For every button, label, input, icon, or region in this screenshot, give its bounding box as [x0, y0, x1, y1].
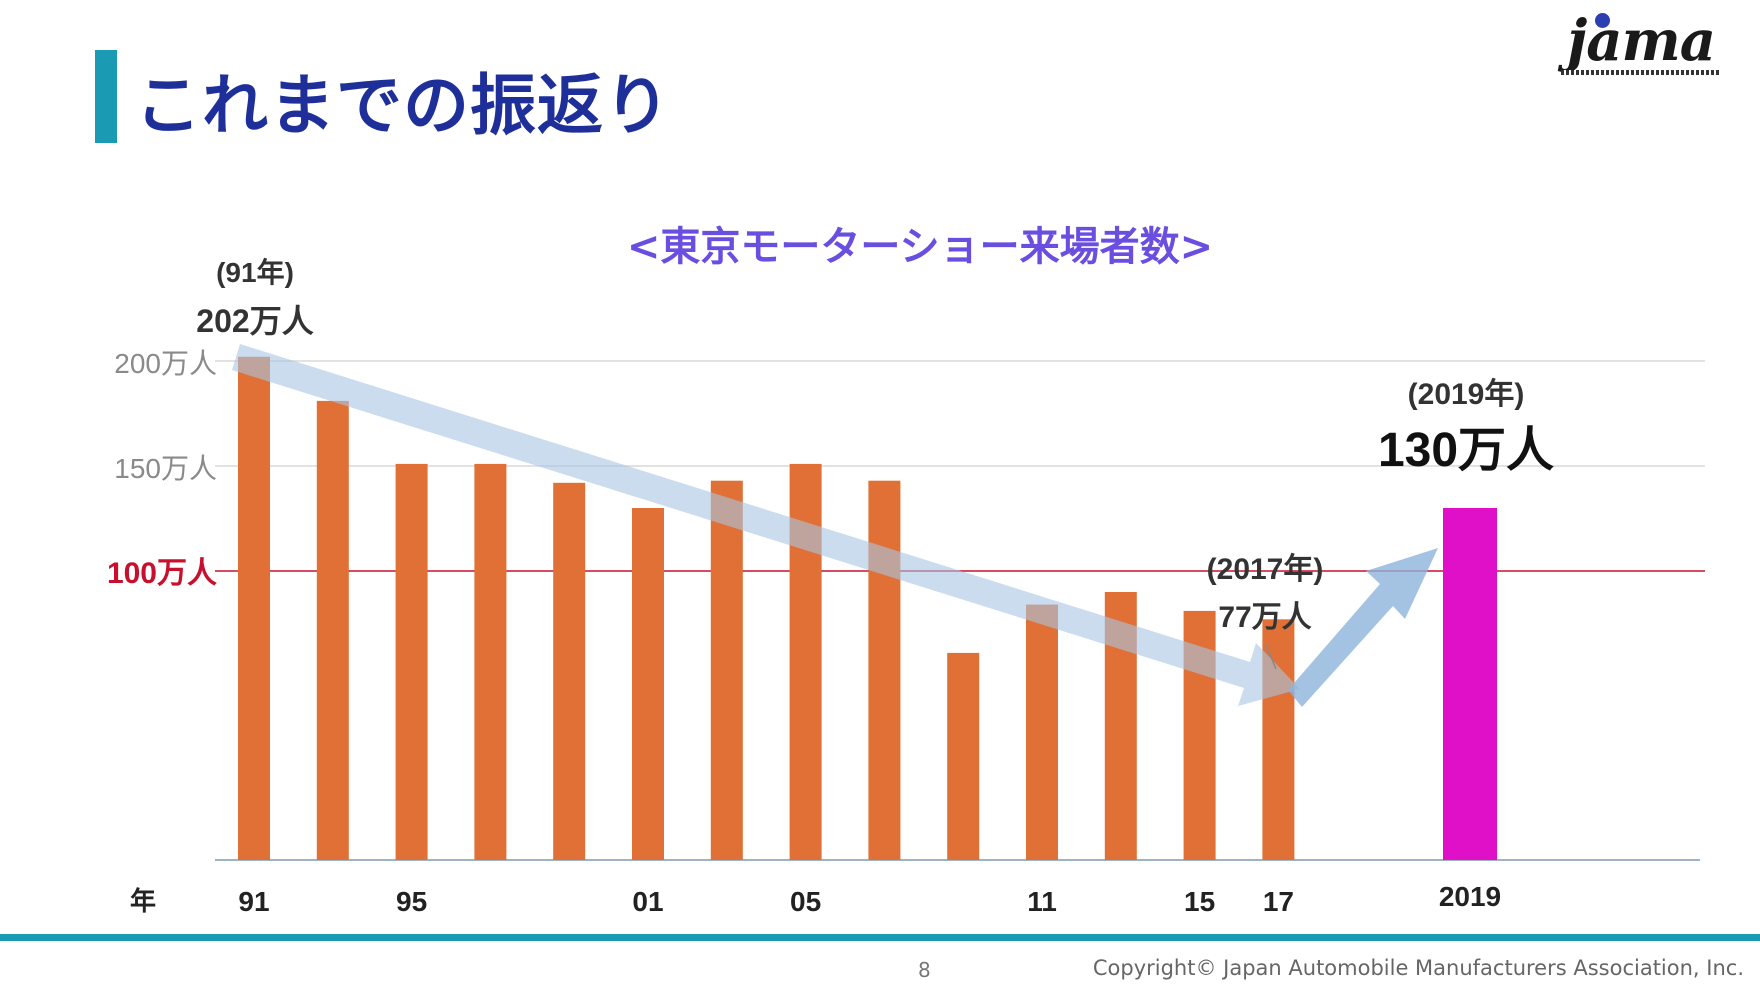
y-tick-label: 200万人 [114, 348, 217, 379]
jama-logo: jama [1555, 8, 1725, 82]
x-tick-label: 11 [1027, 886, 1057, 917]
increase-arrow [1288, 548, 1438, 707]
annotation-year: (2017年) [1207, 553, 1324, 586]
copyright: Copyright© Japan Automobile Manufacturer… [1092, 956, 1744, 980]
bar [395, 463, 428, 860]
x-tick-label: 05 [790, 886, 821, 917]
bar-highlight [1443, 508, 1497, 860]
x-tick-label: 95 [396, 886, 427, 917]
bar [710, 480, 743, 860]
annotation-value: 130万人 [1378, 424, 1554, 477]
annotation-value: 202万人 [196, 303, 313, 339]
logo-text: jama [1567, 8, 1716, 74]
annotation-value: 77万人 [1218, 601, 1311, 634]
chart-title: <東京モーターショー来場者数> [626, 224, 1214, 270]
logo-subtext [1561, 70, 1721, 75]
x-tick-label: 2019 [1439, 881, 1501, 912]
bar [316, 400, 349, 860]
annotation-pointer [1265, 644, 1277, 670]
bar [553, 482, 586, 860]
bar [632, 508, 664, 860]
bar [474, 463, 507, 860]
bar [868, 480, 901, 860]
footer-line [0, 934, 1760, 941]
logo-dot-icon [1595, 13, 1610, 28]
x-tick-label: 15 [1184, 886, 1215, 917]
x-tick-label: 01 [632, 886, 663, 917]
bar [1026, 604, 1058, 860]
y-tick-label: 150万人 [114, 453, 217, 484]
slide-title: これまでの振返り [135, 67, 671, 144]
annotation-year: (91年) [216, 256, 294, 288]
annotation-year: (2019年) [1408, 378, 1525, 411]
title-accent-bar [95, 50, 117, 143]
decrease-arrow [232, 344, 1300, 706]
y-tick-label: 100万人 [107, 557, 217, 590]
bar [238, 356, 270, 860]
x-tick-label: 91 [238, 886, 269, 917]
x-axis-prefix: 年 [130, 886, 156, 916]
bar [947, 652, 980, 860]
page-number: 8 [918, 958, 931, 982]
x-tick-label: 17 [1263, 886, 1294, 917]
